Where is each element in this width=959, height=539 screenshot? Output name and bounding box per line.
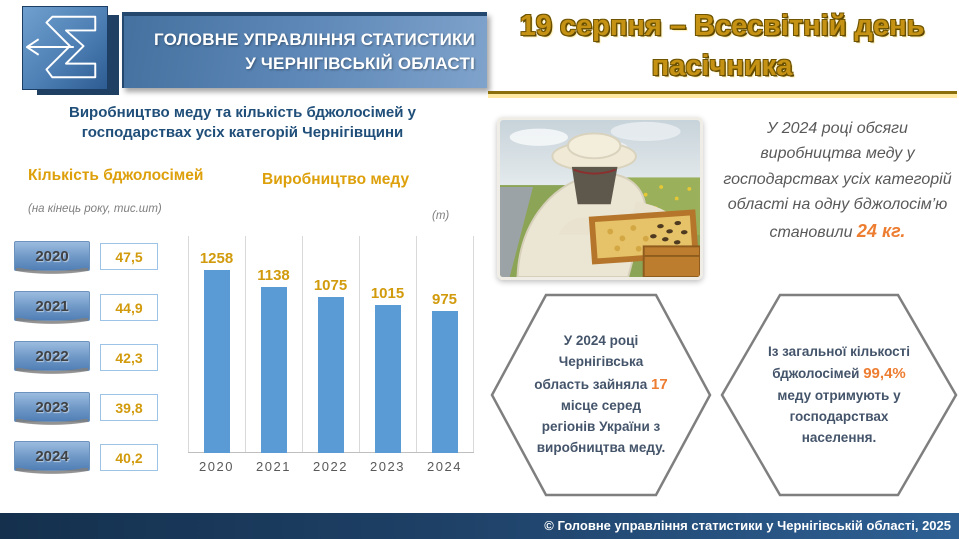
bar-2022	[317, 297, 344, 453]
honey-unit-note: (т)	[432, 210, 450, 222]
beekeeper-illustration	[500, 120, 700, 277]
summary-highlight: 24 кг.	[856, 221, 906, 242]
bar-2024	[431, 311, 458, 453]
bar-value-label: 1015	[370, 285, 405, 302]
hexagon-rank-callout: У 2024 році Чернігівська область зайняла…	[490, 293, 712, 497]
hex1-text-before: У 2024 році Чернігівська область зайняла	[534, 333, 652, 392]
banner-title: 19 серпня – Всесвітній день пасічника	[488, 6, 956, 86]
bar-2020	[203, 270, 230, 453]
x-tick-label: 2024	[427, 459, 462, 474]
section-title-line1: Виробництво меду та кількість бджолосіме…	[69, 104, 416, 121]
bar-group-2024: 975 2024	[416, 236, 473, 479]
sigma-arrow-icon	[25, 15, 97, 79]
section-title: Виробництво меду та кількість бджолосіме…	[20, 103, 465, 143]
banner-underline	[488, 91, 957, 98]
bar-value-label: 975	[431, 291, 458, 308]
colonies-heading: Кількість бджолосімей	[28, 167, 204, 184]
x-tick-label: 2022	[313, 459, 348, 474]
hexagon-share-callout: Із загальної кількості бджолосімей 99,4%…	[720, 293, 958, 497]
bar-2023	[374, 305, 401, 453]
colonies-value-2022: 42,3	[100, 344, 158, 371]
bar-2021	[260, 287, 287, 453]
summary-text: У 2024 році обсяги виробництва меду у го…	[723, 120, 952, 242]
year-button-2023: 2023	[14, 392, 90, 428]
bar-group-2021: 1138 2021	[245, 236, 302, 479]
chart-gridline	[473, 236, 474, 453]
bar-value-label: 1258	[199, 250, 234, 267]
colonies-value-2024: 40,2	[100, 444, 158, 471]
summary-paragraph: У 2024 році обсяги виробництва меду у го…	[716, 116, 959, 246]
year-button-2020: 2020	[14, 241, 90, 277]
section-title-line2: господарствах усіх категорій Чернігівщин…	[81, 124, 404, 141]
statistics-sigma-logo	[22, 6, 108, 90]
colonies-value-2021: 44,9	[100, 294, 158, 321]
year-button-2022: 2022	[14, 341, 90, 377]
chart-gridline	[245, 236, 246, 453]
chart-gridline	[188, 236, 189, 453]
bar-group-2023: 1015 2023	[359, 236, 416, 479]
hex2-highlight: 99,4%	[863, 365, 906, 383]
honey-heading: Виробництво меду	[262, 171, 410, 188]
chart-gridline	[359, 236, 360, 453]
year-button-2024: 2024	[14, 441, 90, 477]
hexagon-shape	[490, 293, 712, 497]
bar-value-label: 1075	[313, 277, 348, 294]
colonies-value-2023: 39,8	[100, 394, 158, 421]
hexagon-rank-text: У 2024 році Чернігівська область зайняла…	[490, 293, 712, 497]
colonies-unit-note: (на кінець року, тис.шт)	[28, 203, 162, 215]
bar-group-2020: 1258 2020	[188, 236, 245, 479]
x-tick-label: 2020	[199, 459, 234, 474]
x-tick-label: 2021	[256, 459, 291, 474]
x-tick-label: 2023	[370, 459, 405, 474]
chart-gridline	[416, 236, 417, 453]
bar-group-2022: 1075 2022	[302, 236, 359, 479]
beekeeper-photo	[497, 117, 703, 280]
hex2-text-after: меду отримують у господарствах населення…	[777, 387, 901, 445]
chart-gridline	[302, 236, 303, 453]
footer-copyright: © Головне управління статистики у Черніг…	[0, 513, 959, 539]
honey-production-bar-chart: 1258 2020 1138 2021 1075 2022 1015 2023 …	[188, 236, 474, 479]
hex1-text-after: місце серед регіонів України з виробницт…	[536, 398, 666, 455]
hex2-text-before: Із загальної кількості бджолосімей	[767, 343, 911, 382]
colonies-value-2020: 47,5	[100, 243, 158, 270]
org-name-line1: ГОЛОВНЕ УПРАВЛІННЯ СТАТИСТИКИ	[154, 30, 475, 49]
banner-title-line1: 19 серпня – Всесвітній день	[519, 10, 925, 42]
banner-title-line2: пасічника	[651, 50, 793, 82]
org-name-line2: У ЧЕРНІГІВСЬКІЙ ОБЛАСТІ	[245, 54, 475, 73]
hex1-highlight: 17	[651, 375, 668, 393]
org-header: ГОЛОВНЕ УПРАВЛІННЯ СТАТИСТИКИ У ЧЕРНІГІВ…	[122, 12, 487, 88]
year-button-2021: 2021	[14, 291, 90, 327]
hexagon-shape	[720, 293, 958, 497]
hexagon-share-text: Із загальної кількості бджолосімей 99,4%…	[720, 293, 958, 497]
bar-value-label: 1138	[257, 267, 290, 284]
